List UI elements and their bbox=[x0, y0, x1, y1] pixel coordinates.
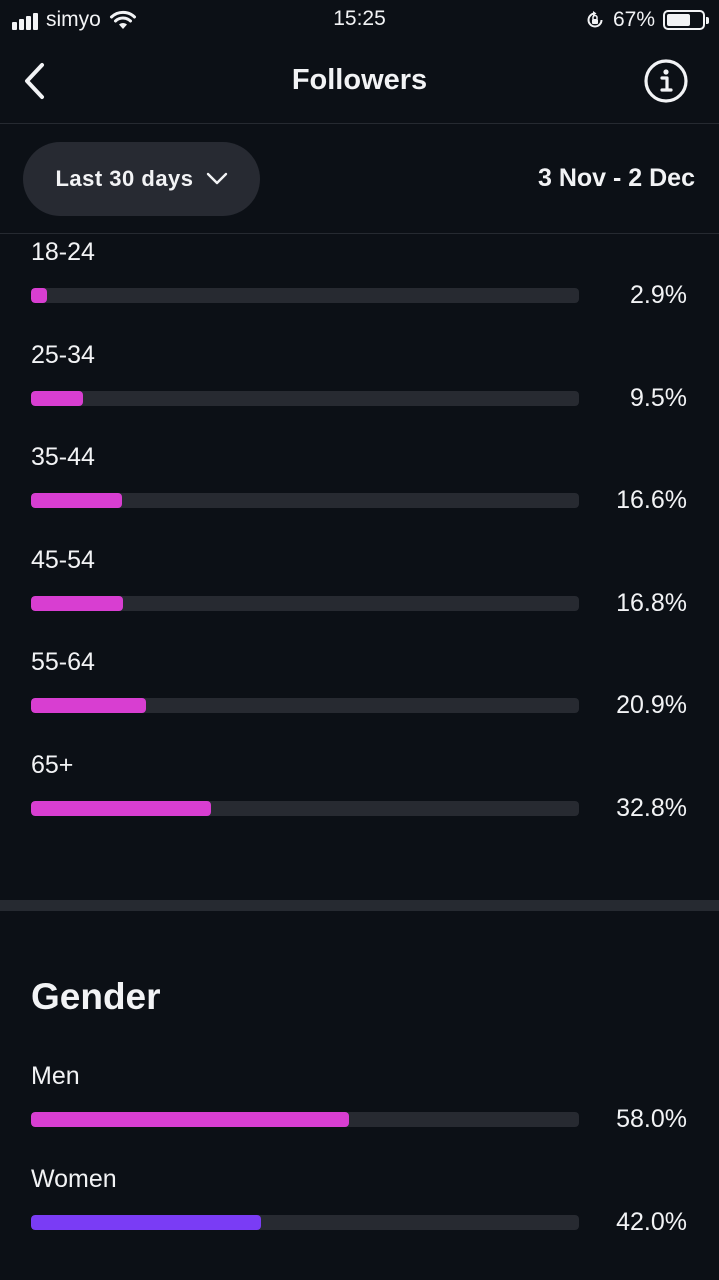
bar-track bbox=[31, 1214, 579, 1230]
date-range-dropdown-label: Last 30 days bbox=[55, 166, 194, 191]
status-left: simyo bbox=[12, 8, 137, 32]
gender-row-men: Men 58.0% bbox=[0, 1058, 719, 1161]
age-row: 25-34 9.5% bbox=[0, 337, 719, 440]
date-range-dropdown[interactable]: Last 30 days bbox=[23, 142, 260, 216]
age-label: 65+ bbox=[31, 750, 74, 779]
gender-label: Women bbox=[31, 1164, 117, 1193]
bar-fill bbox=[31, 698, 146, 714]
bar-track bbox=[31, 288, 579, 303]
bar-track bbox=[31, 698, 579, 714]
age-percent: 32.8% bbox=[616, 793, 687, 822]
age-percent: 16.6% bbox=[616, 486, 687, 515]
bar-track bbox=[31, 493, 579, 509]
bar-track bbox=[31, 1112, 579, 1127]
wifi-icon bbox=[109, 10, 136, 29]
age-label: 55-64 bbox=[31, 648, 95, 677]
gender-percent: 58.0% bbox=[616, 1105, 687, 1133]
bar-fill bbox=[31, 493, 122, 509]
gender-section-title: Gender bbox=[31, 976, 161, 1017]
bar-track bbox=[31, 595, 579, 611]
info-button[interactable] bbox=[643, 58, 689, 104]
nav-bar: Followers bbox=[0, 40, 719, 124]
battery-fill bbox=[667, 14, 690, 26]
gender-list: Men 58.0% Women 42.0% bbox=[0, 1058, 719, 1263]
age-row: 18-24 2.9% bbox=[0, 234, 719, 337]
chevron-left-icon bbox=[25, 63, 44, 99]
rotation-lock-icon bbox=[587, 11, 603, 28]
age-row: 55-64 20.9% bbox=[0, 644, 719, 747]
bar-fill bbox=[31, 288, 47, 303]
bar-fill bbox=[31, 595, 124, 611]
filter-row: Last 30 days 3 Nov - 2 Dec bbox=[0, 124, 719, 234]
date-range-text: 3 Nov - 2 Dec bbox=[537, 164, 695, 192]
age-label: 18-24 bbox=[31, 238, 95, 266]
back-button[interactable] bbox=[14, 58, 54, 104]
age-label: 25-34 bbox=[31, 340, 95, 369]
age-label: 35-44 bbox=[31, 443, 95, 472]
carrier-label: simyo bbox=[46, 8, 101, 31]
bar-fill bbox=[31, 800, 211, 816]
age-percent: 20.9% bbox=[616, 691, 687, 720]
status-bar: simyo 15:25 67% bbox=[0, 0, 719, 40]
age-row: 35-44 16.6% bbox=[0, 439, 719, 542]
age-label: 45-54 bbox=[31, 545, 95, 574]
bar-track bbox=[31, 390, 579, 406]
age-row: 45-54 16.8% bbox=[0, 542, 719, 645]
section-divider bbox=[0, 900, 719, 911]
battery-icon bbox=[663, 10, 709, 30]
chevron-down-icon bbox=[206, 172, 227, 185]
bar-fill bbox=[31, 1112, 349, 1127]
status-time: 15:25 bbox=[333, 7, 386, 30]
bar-fill bbox=[31, 1214, 262, 1230]
info-icon bbox=[644, 59, 688, 103]
age-row: 65+ 32.8% bbox=[0, 747, 719, 850]
signal-icon bbox=[12, 10, 38, 30]
bar-track bbox=[31, 800, 579, 816]
battery-percent: 67% bbox=[612, 8, 655, 31]
age-percent: 2.9% bbox=[630, 281, 687, 309]
page-title: Followers bbox=[291, 64, 428, 96]
bar-fill bbox=[31, 390, 84, 406]
age-percent: 9.5% bbox=[630, 383, 687, 412]
age-range-list: 18-24 2.9% 25-34 9.5% 35-44 16.6% 45-54 … bbox=[0, 234, 719, 850]
gender-label: Men bbox=[31, 1062, 80, 1090]
gender-row-women: Women 42.0% bbox=[0, 1161, 719, 1264]
gender-percent: 42.0% bbox=[616, 1207, 687, 1236]
status-right: 67% bbox=[585, 8, 709, 32]
age-percent: 16.8% bbox=[616, 588, 687, 617]
